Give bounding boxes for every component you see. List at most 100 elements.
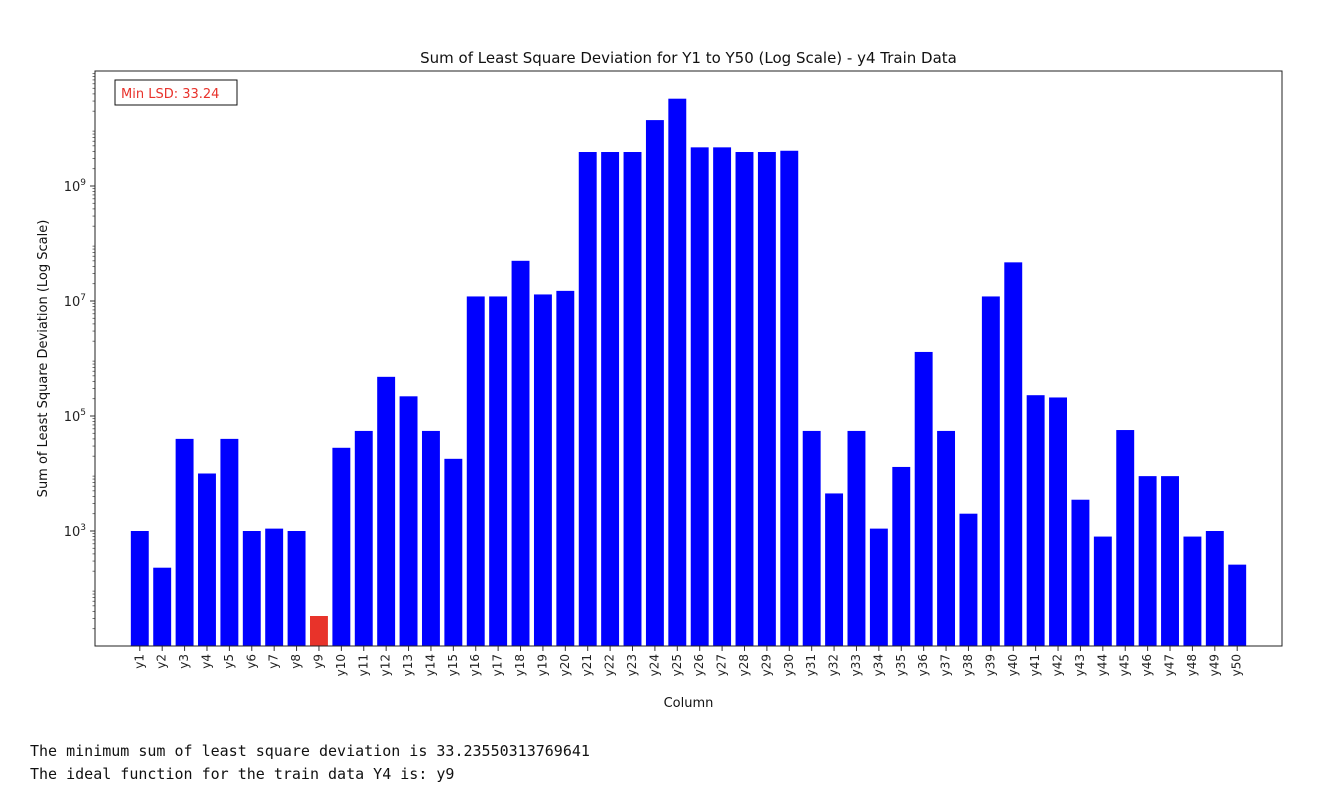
x-tick-label-y17: y17 xyxy=(491,654,505,676)
bar-y37 xyxy=(937,430,956,646)
x-tick-label-y10: y10 xyxy=(334,654,348,676)
x-tick-label-y3: y3 xyxy=(177,654,191,669)
x-tick-label-y18: y18 xyxy=(513,654,527,676)
bar-y24 xyxy=(645,120,664,647)
y-axis-label: Sum of Least Square Deviation (Log Scale… xyxy=(36,220,51,498)
x-tick-label-y30: y30 xyxy=(782,654,796,676)
bar-y38 xyxy=(959,513,978,646)
x-tick-label-y14: y14 xyxy=(423,654,437,676)
bar-y28 xyxy=(735,152,754,646)
bar-y45 xyxy=(1116,430,1135,646)
x-tick-label-y6: y6 xyxy=(244,654,258,669)
x-tick-label-y22: y22 xyxy=(603,654,617,676)
x-tick-label-y21: y21 xyxy=(580,654,594,676)
x-tick-label-y19: y19 xyxy=(535,654,549,676)
bar-y14 xyxy=(421,430,440,646)
bar-y21 xyxy=(578,152,597,646)
bar-y32 xyxy=(825,493,844,646)
x-tick-label-y5: y5 xyxy=(222,654,236,669)
x-tick-label-y38: y38 xyxy=(961,654,975,676)
bar-y7 xyxy=(265,528,284,646)
x-tick-label-y15: y15 xyxy=(446,654,460,676)
bar-y1 xyxy=(130,531,149,646)
output-ideal-function-text: The ideal function for the train data Y4… xyxy=(30,765,455,783)
bar-y16 xyxy=(466,296,485,646)
chart-container: Sum of Least Square Deviation for Y1 to … xyxy=(36,49,1283,711)
x-tick-label-y39: y39 xyxy=(983,654,997,676)
bar-y29 xyxy=(757,152,776,646)
bar-y30 xyxy=(780,150,799,646)
bar-y41 xyxy=(1026,395,1045,646)
bar-y23 xyxy=(623,152,642,646)
bar-y9 xyxy=(310,616,328,646)
bar-y4 xyxy=(198,473,216,646)
x-tick-label-y42: y42 xyxy=(1051,654,1065,676)
x-tick-label-y13: y13 xyxy=(401,654,415,676)
x-tick-label-y26: y26 xyxy=(692,654,706,676)
bar-y40 xyxy=(1004,262,1023,646)
x-tick-label-y8: y8 xyxy=(289,654,303,669)
bar-y20 xyxy=(556,290,575,646)
x-tick-label-y20: y20 xyxy=(558,654,572,676)
x-tick-label-y40: y40 xyxy=(1006,654,1020,676)
plot-frame xyxy=(94,70,1283,647)
x-tick-label-y43: y43 xyxy=(1073,654,1087,676)
x-tick-label-y36: y36 xyxy=(916,654,930,676)
min-lsd-annotation-text: Min LSD: 33.24 xyxy=(121,87,219,102)
x-tick-label-y49: y49 xyxy=(1207,654,1221,676)
y-tick-label: 105 xyxy=(64,408,86,425)
bar-y8 xyxy=(287,531,306,646)
bar-y42 xyxy=(1049,397,1067,646)
x-tick-label-y48: y48 xyxy=(1185,654,1199,676)
bar-y26 xyxy=(690,147,709,646)
x-tick-label-y9: y9 xyxy=(311,654,325,669)
x-tick-label-y32: y32 xyxy=(827,654,841,676)
x-axis-label: Column xyxy=(664,696,714,711)
bar-y19 xyxy=(533,294,552,646)
x-tick-label-y12: y12 xyxy=(379,654,393,676)
bar-y3 xyxy=(175,438,194,646)
y-tick-label: 109 xyxy=(64,178,87,195)
bar-y11 xyxy=(354,430,373,646)
x-tick-label-y1: y1 xyxy=(132,654,146,669)
x-tick-label-y28: y28 xyxy=(737,654,751,676)
bar-y15 xyxy=(444,458,463,646)
x-tick-label-y31: y31 xyxy=(804,654,818,676)
bar-y35 xyxy=(892,466,911,646)
bar-y43 xyxy=(1071,499,1090,646)
x-tick-label-y7: y7 xyxy=(267,654,281,669)
output-min-lsd-text: The minimum sum of least square deviatio… xyxy=(30,742,590,760)
bar-y13 xyxy=(399,396,418,646)
bar-y31 xyxy=(802,430,821,646)
bar-y22 xyxy=(601,152,620,646)
x-tick-label-y33: y33 xyxy=(849,654,863,676)
bar-y5 xyxy=(220,438,239,646)
bar-y49 xyxy=(1205,531,1224,646)
bar-y39 xyxy=(981,296,1000,646)
x-tick-label-y44: y44 xyxy=(1095,654,1109,676)
bar-y2 xyxy=(153,567,172,646)
x-tick-label-y34: y34 xyxy=(871,654,885,676)
x-tick-label-y25: y25 xyxy=(670,654,684,676)
bar-y44 xyxy=(1093,536,1112,646)
x-tick-label-y47: y47 xyxy=(1163,654,1177,676)
x-tick-label-y35: y35 xyxy=(894,654,908,676)
x-tick-label-y41: y41 xyxy=(1028,654,1042,676)
x-tick-label-y46: y46 xyxy=(1140,654,1154,676)
y-tick-label: 103 xyxy=(64,523,86,540)
x-tick-label-y29: y29 xyxy=(759,654,773,676)
x-tick-label-y37: y37 xyxy=(939,654,953,676)
x-tick-label-y2: y2 xyxy=(155,654,169,669)
bar-y10 xyxy=(332,447,351,646)
bar-y46 xyxy=(1138,476,1157,646)
chart-title: Sum of Least Square Deviation for Y1 to … xyxy=(420,49,957,67)
bar-y47 xyxy=(1161,476,1179,646)
bar-y6 xyxy=(242,531,261,646)
x-tick-label-y45: y45 xyxy=(1118,654,1132,676)
bar-y48 xyxy=(1183,536,1202,646)
bar-y18 xyxy=(511,260,530,646)
x-tick-label-y24: y24 xyxy=(647,654,661,676)
x-tick-label-y23: y23 xyxy=(625,654,639,676)
x-tick-label-y16: y16 xyxy=(468,654,482,676)
x-tick-label-y11: y11 xyxy=(356,654,370,676)
